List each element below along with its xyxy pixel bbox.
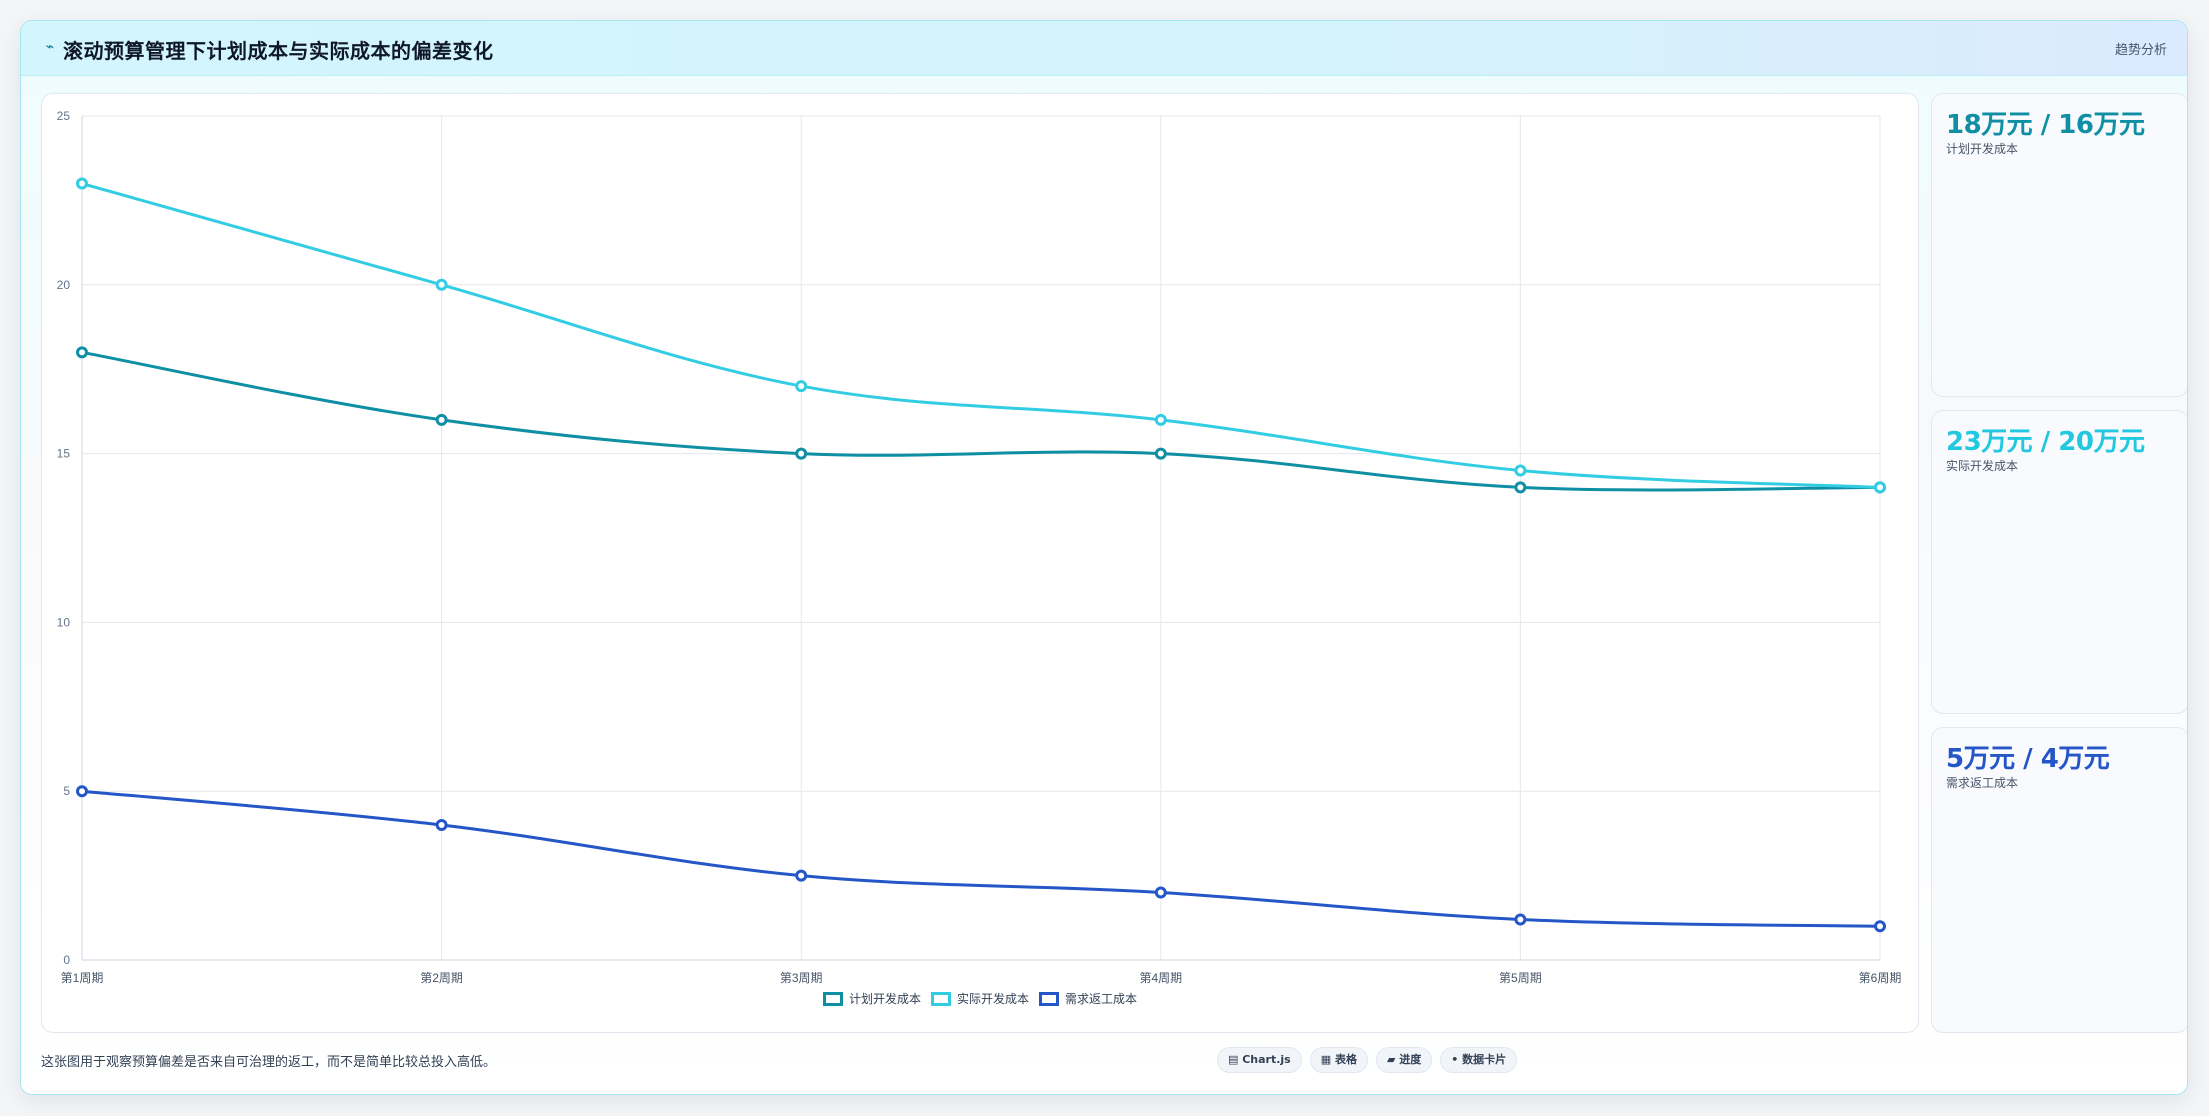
chip-data-cards[interactable]: • 数据卡片 [1440, 1047, 1518, 1073]
legend-label-actual: 实际开发成本 [956, 992, 1029, 1006]
footer-note: 这张图用于观察预算偏差是否来自可治理的返工，而不是简单比较总投入高低。 [41, 1055, 497, 1070]
stat-card-rework: 5万元 / 4万元 需求返工成本 [1931, 727, 2187, 1033]
y-tick-label: 5 [63, 784, 70, 798]
series-line-1 [80, 182, 1882, 489]
data-point-0 [795, 447, 808, 460]
stat-label-planned: 计划开发成本 [1946, 142, 2019, 156]
data-point-0 [1154, 447, 1167, 460]
stat-label-actual: 实际开发成本 [1946, 459, 2019, 473]
legend-item-planned[interactable]: 计划开发成本 [822, 990, 921, 1007]
y-tick-label: 10 [57, 615, 71, 629]
data-point-0 [435, 413, 448, 426]
chart-legend: 计划开发成本 实际开发成本 需求返工成本 [42, 990, 1918, 1007]
data-point-1 [1874, 481, 1886, 494]
series-line-0 [80, 350, 1882, 492]
chip-table[interactable]: ▦ 表格 [1309, 1047, 1368, 1073]
data-point-2 [1154, 886, 1167, 899]
legend-label-planned: 计划开发成本 [848, 992, 921, 1006]
data-point-2 [76, 785, 88, 798]
y-tick-label: 25 [57, 109, 71, 123]
legend-label-rework: 需求返工成本 [1065, 992, 1138, 1006]
data-point-1 [76, 177, 88, 190]
legend-swatch-planned [822, 991, 843, 1006]
legend-item-actual[interactable]: 实际开发成本 [930, 990, 1029, 1007]
line-chart: 0 5 10 15 20 25 第1周期 第2周期 第3周期 第4周期 第5周期 第6周期 [57, 109, 1902, 985]
y-tick-label: 0 [63, 953, 70, 967]
data-point-2 [435, 818, 448, 831]
data-point-1 [1514, 464, 1527, 477]
chip-progress[interactable]: ▰ 进度 [1375, 1047, 1433, 1073]
chart-card: ⌁ 滚动预算管理下计划成本与实际成本的偏差变化 趋势分析 0 5 10 15 20 25 第… [20, 20, 2188, 1095]
x-tick-label: 第6周期 [1859, 971, 1902, 985]
data-point-0 [76, 346, 88, 359]
stat-value-rework: 5万元 / 4万元 [1946, 744, 2110, 774]
stat-value-planned: 18万元 / 16万元 [1946, 110, 2145, 140]
x-tick-label: 第1周期 [61, 971, 104, 985]
stat-card-actual: 23万元 / 20万元 实际开发成本 [1931, 410, 2187, 714]
data-point-0 [1514, 481, 1527, 494]
x-tick-label: 第4周期 [1139, 971, 1182, 985]
x-tick-label: 第2周期 [420, 971, 463, 985]
stat-value-actual: 23万元 / 20万元 [1946, 427, 2145, 457]
data-point-2 [1874, 920, 1886, 933]
line-chart-icon: ⌁ [45, 39, 55, 55]
data-point-2 [795, 869, 808, 882]
legend-swatch-actual [930, 991, 951, 1006]
footer-chips: ▤ Chart.js ▦ 表格 ▰ 进度 • 数据卡片 [1217, 1047, 1518, 1073]
y-tick-label: 20 [57, 278, 71, 292]
stat-label-rework: 需求返工成本 [1946, 776, 2019, 790]
trend-analysis-tag: 趋势分析 [2114, 43, 2167, 58]
data-point-1 [1154, 413, 1167, 426]
chart-panel: 0 5 10 15 20 25 第1周期 第2周期 第3周期 第4周期 第5周期 第6周期 计划开发成… [41, 93, 1919, 1033]
x-tick-label: 第3周期 [780, 971, 823, 985]
legend-swatch-rework [1039, 991, 1059, 1006]
x-tick-label: 第5周期 [1499, 971, 1542, 985]
data-point-1 [435, 278, 448, 291]
y-tick-label: 15 [57, 447, 71, 461]
stat-card-planned: 18万元 / 16万元 计划开发成本 [1931, 93, 2187, 397]
card-header: ⌁ 滚动预算管理下计划成本与实际成本的偏差变化 趋势分析 [21, 21, 2187, 76]
data-point-2 [1514, 913, 1527, 926]
series-line-2 [80, 789, 1882, 928]
legend-item-rework[interactable]: 需求返工成本 [1039, 990, 1137, 1007]
data-point-1 [795, 380, 808, 393]
page-title: 滚动预算管理下计划成本与实际成本的偏差变化 [63, 39, 494, 63]
chip-chartjs[interactable]: ▤ Chart.js [1217, 1047, 1302, 1073]
